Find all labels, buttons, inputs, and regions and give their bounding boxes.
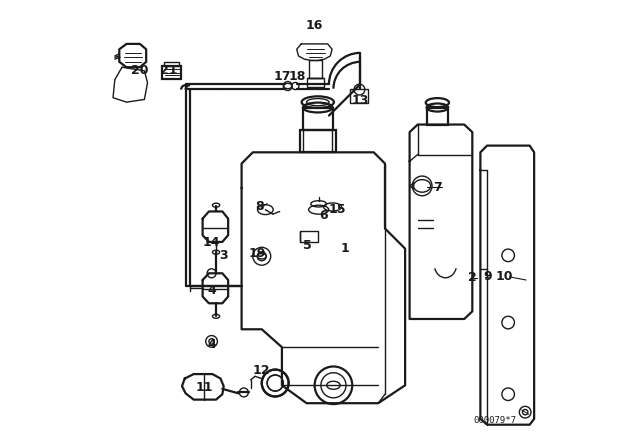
Text: 8: 8 <box>255 200 264 214</box>
Text: 10: 10 <box>496 270 513 284</box>
Text: 4: 4 <box>207 338 216 352</box>
Text: 5: 5 <box>303 239 312 252</box>
Text: 2: 2 <box>468 271 477 284</box>
Bar <box>309 60 322 78</box>
Text: 9: 9 <box>484 270 492 284</box>
Text: 19: 19 <box>248 246 266 260</box>
Text: 21: 21 <box>160 64 177 78</box>
Text: 7: 7 <box>433 181 442 194</box>
Text: 000079*7: 000079*7 <box>473 416 516 425</box>
Bar <box>300 130 336 152</box>
Bar <box>427 108 448 125</box>
Bar <box>163 66 181 79</box>
Bar <box>164 62 179 66</box>
Bar <box>300 231 318 242</box>
Bar <box>303 108 333 130</box>
Text: 6: 6 <box>319 209 328 223</box>
Text: 17: 17 <box>273 69 291 83</box>
Bar <box>307 78 324 87</box>
Text: 11: 11 <box>196 381 213 394</box>
Text: 14: 14 <box>203 236 220 250</box>
Text: 15: 15 <box>328 203 346 216</box>
Text: 18: 18 <box>289 69 307 83</box>
Text: 1: 1 <box>340 242 349 255</box>
Text: 3: 3 <box>220 249 228 262</box>
Bar <box>351 89 369 103</box>
Text: 4: 4 <box>207 284 216 297</box>
Text: 13: 13 <box>351 94 369 108</box>
Text: 16: 16 <box>306 19 323 33</box>
Text: 12: 12 <box>252 364 269 378</box>
Text: 20: 20 <box>131 64 148 78</box>
